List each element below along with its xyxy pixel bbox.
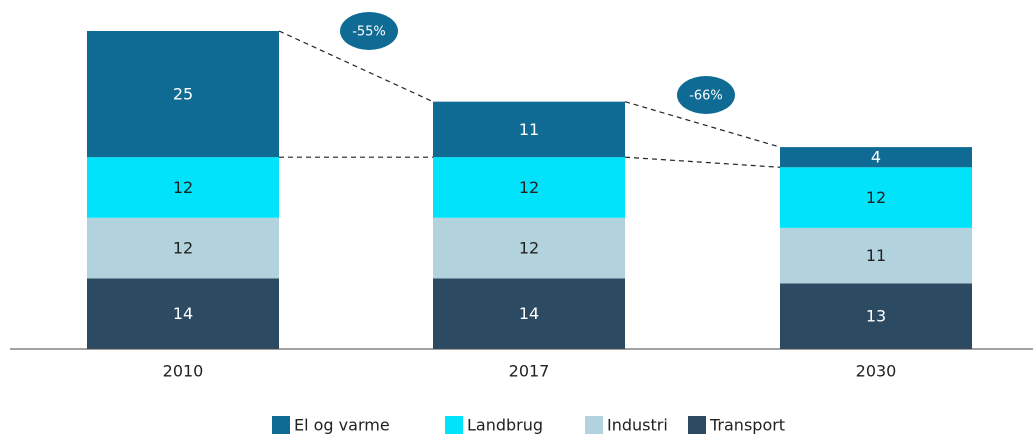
x-tick-label: 2010 <box>163 362 204 381</box>
legend-label: Landbrug <box>467 416 543 435</box>
legend-label: Industri <box>607 416 668 435</box>
annotation: -66% <box>689 89 723 104</box>
bar-segment <box>433 278 625 349</box>
connector <box>278 30 434 103</box>
legend-swatch <box>688 416 706 434</box>
bar-segment <box>87 31 279 158</box>
data-label: 13 <box>866 307 886 326</box>
annotation-bubble <box>677 76 735 114</box>
x-tick-label: 2017 <box>509 362 550 381</box>
data-label: 4 <box>871 148 881 167</box>
x-tick-label: 2030 <box>856 362 897 381</box>
bar-segment <box>780 227 972 284</box>
bar-segment <box>433 217 625 279</box>
data-label: 25 <box>173 85 193 104</box>
legend-label: El og varme <box>294 416 390 435</box>
data-label: 11 <box>866 246 886 265</box>
data-label: 14 <box>519 304 539 323</box>
legend-label: Transport <box>709 416 785 435</box>
annotation-bubble <box>340 12 398 50</box>
bar-segment <box>433 157 625 218</box>
data-label: 12 <box>173 239 193 258</box>
data-label: 11 <box>519 120 539 139</box>
data-label: 12 <box>866 188 886 207</box>
bar-segment <box>780 167 972 228</box>
legend-swatch <box>585 416 603 434</box>
bar-segment <box>780 147 972 168</box>
data-label: 12 <box>173 178 193 197</box>
legend-swatch <box>272 416 290 434</box>
annotation: -55% <box>352 25 386 40</box>
bar-segment <box>433 101 625 158</box>
bar-segment <box>87 157 279 218</box>
bar-segment <box>87 278 279 349</box>
data-label: 12 <box>519 239 539 258</box>
legend-swatch <box>445 416 463 434</box>
bar-segment <box>87 217 279 279</box>
data-label: 12 <box>519 178 539 197</box>
connector <box>624 156 781 168</box>
data-label: 14 <box>173 304 193 323</box>
bar-segment <box>780 283 972 349</box>
